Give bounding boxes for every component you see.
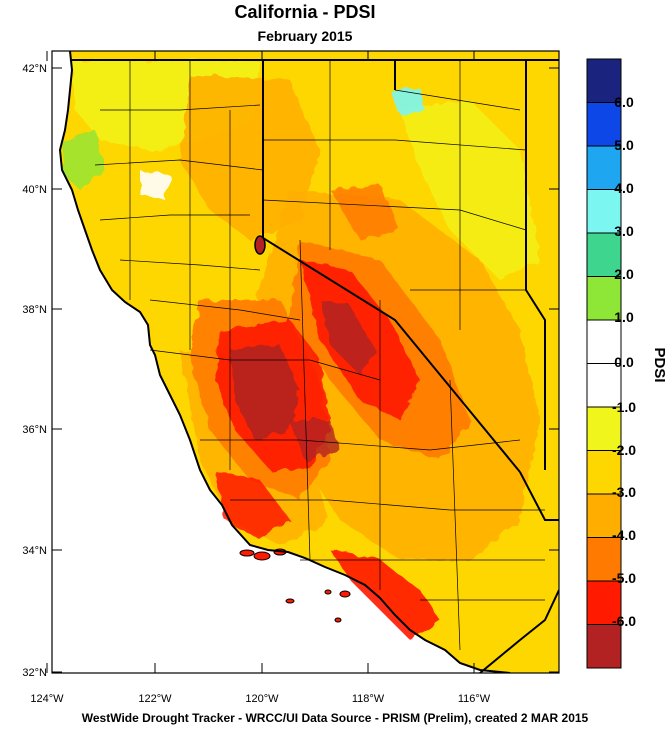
colorbar-swatch (586, 406, 622, 451)
colorbar-label: -6.0 (612, 613, 636, 629)
colorbar-label: 1.0 (614, 309, 634, 325)
map-area (52, 51, 559, 673)
lon-label-120: 120°W (245, 693, 279, 705)
colorbar-swatch (586, 493, 622, 538)
colorbar (586, 58, 622, 669)
colorbar-label: 0.0 (614, 354, 634, 370)
colorbar-swatch (586, 319, 622, 364)
coastline (58, 51, 511, 673)
longitude-axis: 124°W 122°W 120°W 118°W 116°W (30, 51, 491, 705)
lat-label-42: 42°N (22, 63, 47, 75)
colorbar-label: 5.0 (614, 137, 634, 153)
colorbar-label: -3.0 (612, 484, 636, 500)
state-borders (70, 59, 559, 673)
lat-label-38: 38°N (22, 304, 47, 316)
colorbar-swatch (586, 276, 622, 321)
map-title: California - PDSI (234, 2, 376, 22)
colorbar-label: 3.0 (614, 223, 634, 239)
lat-label-40: 40°N (22, 184, 47, 196)
footer-credit: WestWide Drought Tracker - WRCC/UI Data … (81, 711, 589, 725)
colorbar-label: -5.0 (612, 570, 636, 586)
map-subtitle: February 2015 (257, 28, 353, 44)
colorbar-label: -1.0 (612, 399, 636, 415)
colorbar-swatch (586, 450, 622, 495)
latitude-axis: 42°N 40°N 38°N 36°N 34°N 32°N (22, 63, 559, 679)
lat-label-34: 34°N (22, 545, 47, 557)
lake-tahoe (254, 235, 266, 255)
colorbar-label: -2.0 (612, 442, 636, 458)
drought-shading (62, 60, 540, 640)
lat-label-36: 36°N (22, 424, 47, 436)
colorbar-swatch (586, 624, 622, 669)
colorbar-label: 2.0 (614, 266, 634, 282)
lat-label-32: 32°N (22, 667, 47, 679)
colorbar-label: 4.0 (614, 180, 634, 196)
map-frame (51, 50, 560, 674)
colorbar-title: PDSI (651, 347, 668, 382)
colorbar-swatch (586, 580, 622, 625)
colorbar-swatch (586, 102, 622, 147)
colorbar-label: -4.0 (612, 527, 636, 543)
colorbar-swatch (586, 363, 622, 408)
colorbar-swatch (586, 58, 622, 103)
colorbar-swatch (586, 537, 622, 582)
lon-label-122: 122°W (138, 693, 172, 705)
colorbar-labels: 6.0 5.0 4.0 3.0 2.0 1.0 0.0 -1.0 -2.0 -3… (612, 94, 636, 629)
colorbar-label: 6.0 (614, 94, 634, 110)
lon-label-116: 116°W (458, 693, 491, 705)
county-borders (94, 60, 545, 651)
lon-label-124: 124°W (30, 693, 64, 705)
lon-label-118: 118°W (352, 693, 385, 705)
